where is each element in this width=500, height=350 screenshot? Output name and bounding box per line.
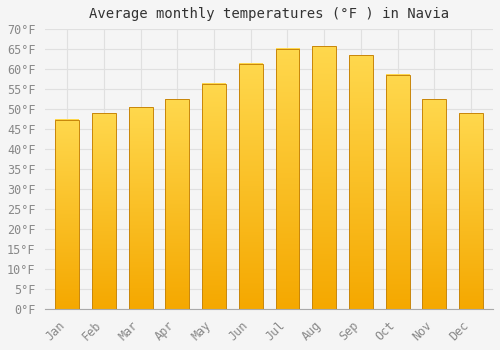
- Bar: [166, 99, 190, 309]
- Bar: [386, 75, 409, 309]
- Bar: [202, 84, 226, 309]
- Bar: [312, 46, 336, 309]
- Bar: [56, 120, 79, 309]
- Bar: [349, 55, 373, 309]
- Bar: [276, 49, 299, 309]
- Bar: [422, 99, 446, 309]
- Bar: [459, 113, 483, 309]
- Bar: [239, 64, 262, 309]
- Bar: [128, 107, 152, 309]
- Bar: [92, 113, 116, 309]
- Title: Average monthly temperatures (°F ) in Navia: Average monthly temperatures (°F ) in Na…: [89, 7, 449, 21]
